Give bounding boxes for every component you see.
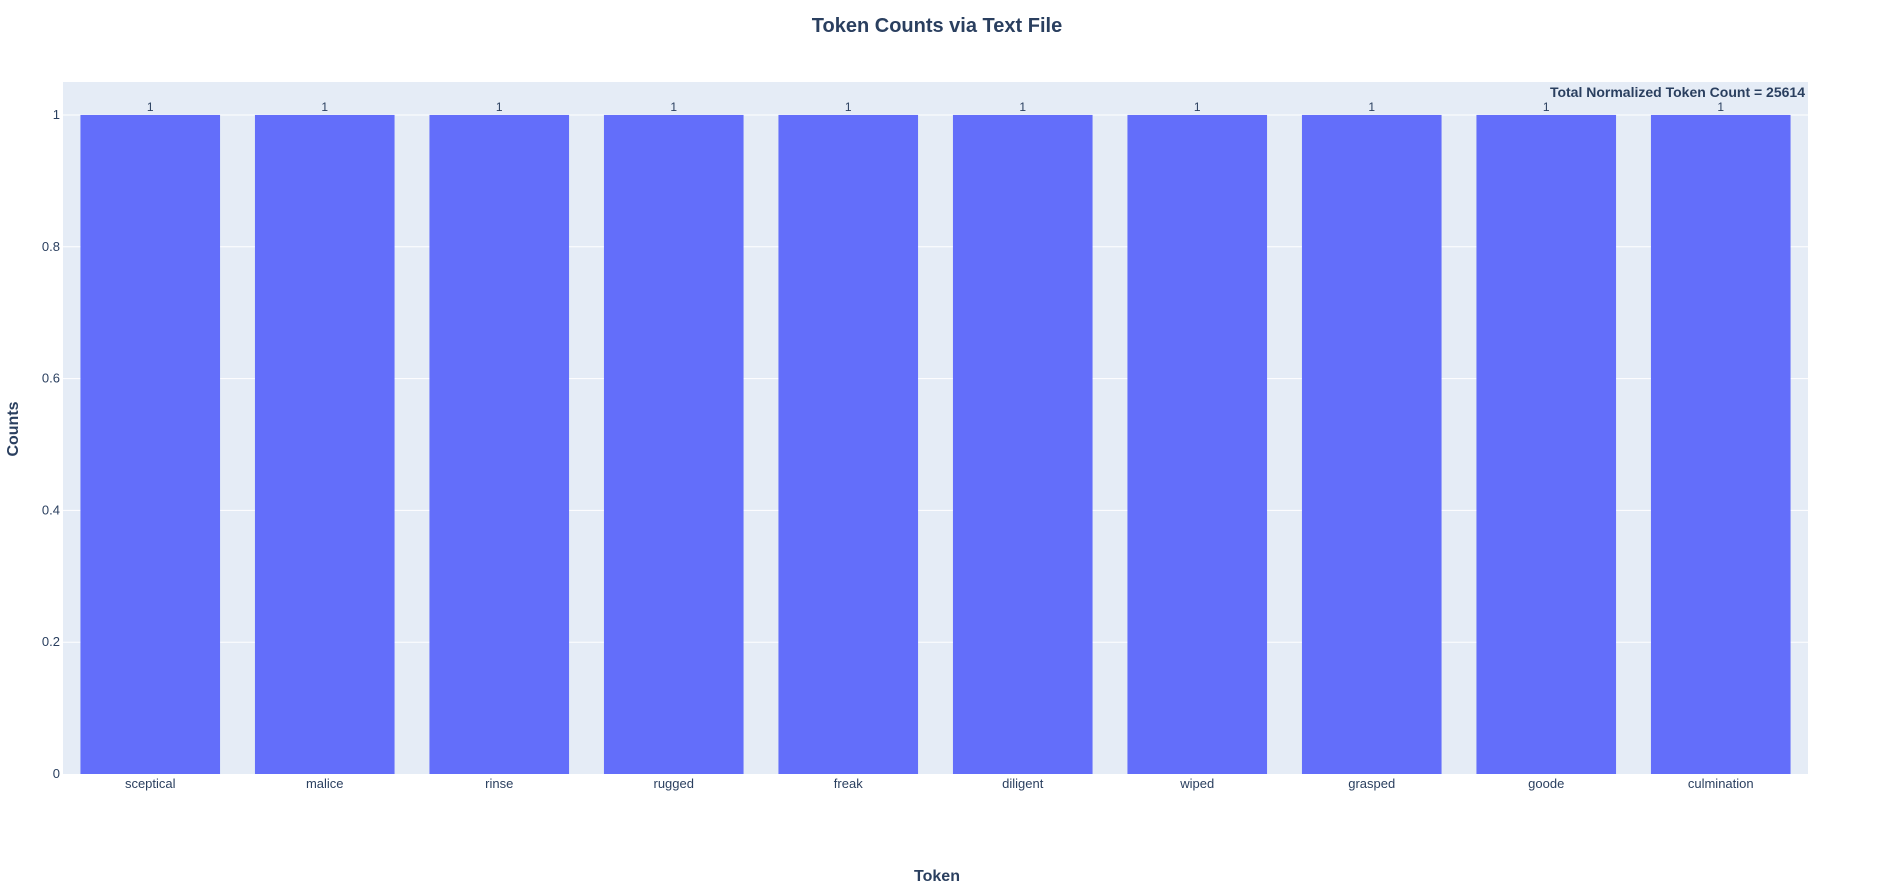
bar-value-label: 1 — [1194, 100, 1201, 114]
bar-value-label: 1 — [845, 100, 852, 114]
x-tick-label: wiped — [1179, 776, 1214, 791]
y-tick-label: 0 — [53, 766, 60, 781]
x-tick-label: sceptical — [125, 776, 176, 791]
bar — [1127, 114, 1268, 774]
y-tick-label: 0.6 — [42, 371, 60, 386]
y-tick-label: 1 — [53, 107, 60, 122]
x-tick-label: freak — [834, 776, 863, 791]
x-tick-label: culmination — [1688, 776, 1754, 791]
bars — [80, 114, 1791, 774]
y-axis-ticks: 0 0.2 0.4 0.6 0.8 1 — [42, 107, 60, 781]
x-tick-label: diligent — [1002, 776, 1044, 791]
x-tick-label: rugged — [654, 776, 694, 791]
bar-value-label: 1 — [1019, 100, 1026, 114]
total-count-annotation: Total Normalized Token Count = 25614 — [1550, 84, 1805, 100]
chart-title: Token Counts via Text File — [812, 15, 1062, 37]
bar — [80, 114, 221, 774]
bar-value-label: 1 — [147, 100, 154, 114]
bar-value-label: 1 — [1368, 100, 1375, 114]
x-tick-label: goode — [1528, 776, 1564, 791]
bar-value-label: 1 — [496, 100, 503, 114]
y-tick-label: 0.4 — [42, 502, 60, 517]
bar-value-label: 1 — [670, 100, 677, 114]
x-tick-label: malice — [306, 776, 344, 791]
y-axis-title: Counts — [5, 401, 22, 456]
bar — [952, 114, 1093, 774]
bar — [1650, 114, 1791, 774]
x-axis-title: Token — [914, 868, 960, 884]
x-tick-label: rinse — [485, 776, 513, 791]
bar — [778, 114, 919, 774]
bar-value-label: 1 — [1543, 100, 1550, 114]
bar-value-label: 1 — [1717, 100, 1724, 114]
bar — [603, 114, 744, 774]
x-axis-ticks: sceptical malice rinse rugged freak diligent w… — [125, 776, 1754, 791]
bar — [1301, 114, 1442, 774]
bar — [1476, 114, 1617, 774]
bar-value-label: 1 — [321, 100, 328, 114]
y-tick-label: 0.8 — [42, 239, 60, 254]
bar — [429, 114, 570, 774]
y-tick-label: 0.2 — [42, 634, 60, 649]
bar — [254, 114, 395, 774]
x-tick-label: grasped — [1348, 776, 1395, 791]
data-labels: 1 1 1 1 1 1 1 1 1 1 — [147, 100, 1725, 114]
